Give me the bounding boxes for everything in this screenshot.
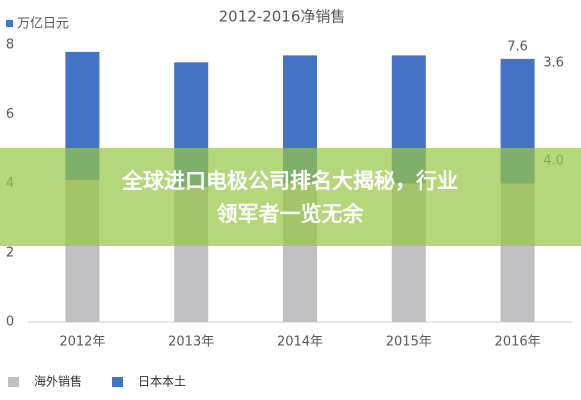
y-tick-label: 8 (6, 38, 14, 53)
x-tick-label: 2013年 (168, 335, 214, 350)
chart-title: 2012-2016净销售 (219, 8, 346, 26)
unit-marker (6, 20, 13, 27)
y-unit-label: 万亿日元 (17, 17, 69, 32)
x-tick-label: 2014年 (277, 335, 323, 350)
y-tick-label: 2 (6, 245, 14, 260)
data-label: 3.6 (543, 56, 564, 71)
legend-label: 日本本土 (138, 375, 186, 389)
total-label: 7.6 (507, 39, 528, 54)
overlay-text: 全球进口电极公司排名大揭秘，行业 (121, 169, 458, 193)
y-tick-label: 0 (6, 315, 14, 330)
overlay-band (0, 148, 581, 246)
overlay-text: 领军者一览无余 (217, 202, 365, 226)
x-tick-label: 2016年 (495, 335, 541, 350)
legend-swatch (8, 377, 19, 387)
legend-label: 海外销售 (34, 374, 82, 389)
x-tick-label: 2015年 (386, 335, 432, 350)
y-tick-label: 6 (6, 107, 14, 122)
x-tick-label: 2012年 (59, 335, 105, 350)
legend-swatch (112, 377, 123, 387)
